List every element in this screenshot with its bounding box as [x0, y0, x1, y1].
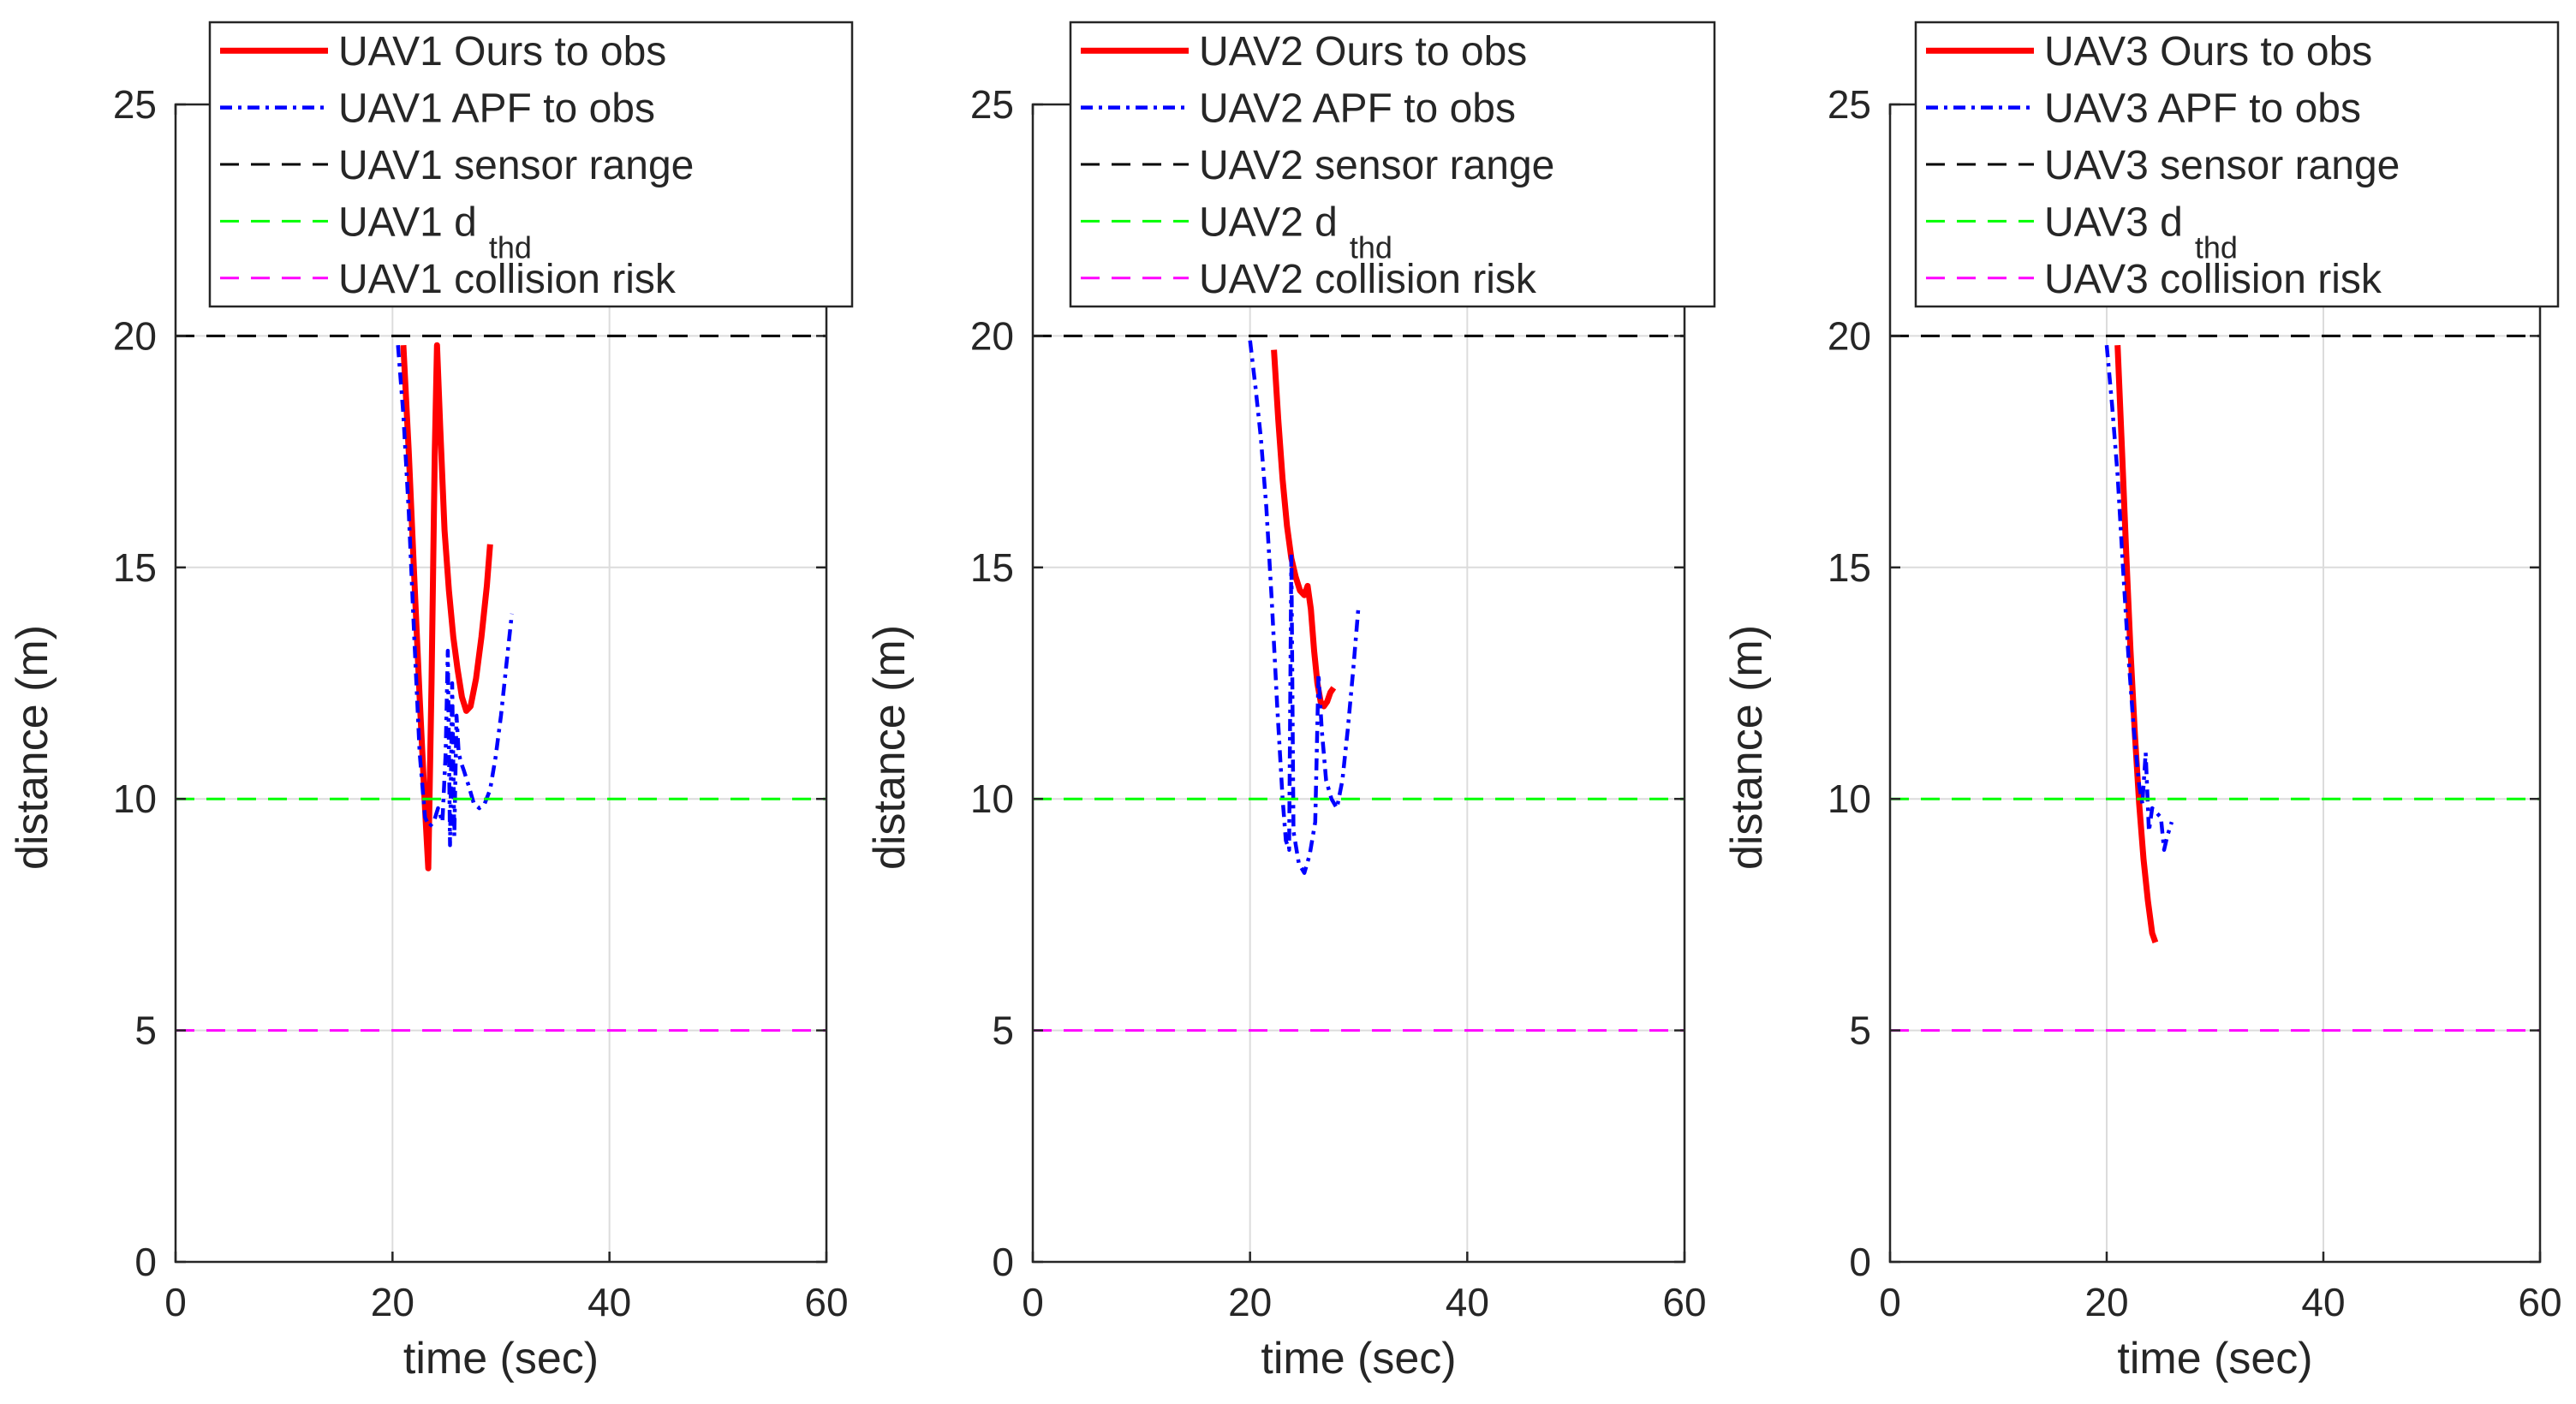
series-line-1: [400, 342, 493, 872]
legend-entry-3: UAV1 sensor range: [338, 143, 694, 188]
series-line-2: [2104, 344, 2174, 852]
x-tick-label: 60: [804, 1280, 848, 1324]
x-tick-label: 40: [587, 1280, 631, 1324]
x-tick-label: 20: [1228, 1280, 1272, 1324]
series-line-2: [396, 345, 514, 848]
y-tick-label: 15: [1828, 545, 1871, 590]
x-axis-label: time (sec): [1261, 1334, 1456, 1383]
y-tick-label: 20: [113, 313, 157, 358]
y-tick-label: 10: [970, 776, 1014, 821]
y-tick-label: 0: [992, 1240, 1014, 1284]
y-axis-label: distance (m): [1722, 625, 1772, 870]
x-tick-label: 20: [2084, 1280, 2128, 1324]
x-tick-label: 0: [1022, 1280, 1044, 1324]
y-tick-label: 0: [134, 1240, 157, 1284]
y-tick-label: 25: [1828, 82, 1871, 127]
chart-panel-2: 0 20 40 60 0 5 10 15 20 25 time (sec) distance (m) U…: [865, 21, 1716, 1383]
legend-entry-5: UAV3 collision risk: [2044, 257, 2382, 302]
y-tick-label: 10: [1828, 776, 1871, 821]
legend-entry-5: UAV1 collision risk: [338, 257, 677, 302]
chart-panel-1: 0 20 40 60 0 5 10 15 20 25 time (sec) distance (m) U…: [8, 21, 854, 1383]
x-tick-label: 60: [2518, 1280, 2561, 1324]
y-tick-label: 20: [1828, 313, 1871, 358]
y-tick-label: 5: [992, 1008, 1014, 1053]
y-axis-label: distance (m): [8, 625, 57, 870]
legend-entry-2: UAV2 APF to obs: [1199, 86, 1516, 132]
x-tick-label: 0: [164, 1280, 187, 1324]
legend-entry-1: UAV1 Ours to obs: [338, 29, 666, 74]
x-tick-label: 20: [371, 1280, 414, 1324]
legend: UAV1 Ours to obs UAV1 APF to obs UAV1 sens…: [208, 21, 854, 308]
y-tick-label: 20: [970, 313, 1014, 358]
legend: UAV2 Ours to obs UAV2 APF to obs UAV2 sens…: [1069, 21, 1716, 308]
y-axis-label: distance (m): [865, 625, 915, 870]
legend-entry-5: UAV2 collision risk: [1199, 257, 1537, 302]
series-line-1: [2114, 345, 2159, 943]
x-tick-label: 40: [2301, 1280, 2345, 1324]
legend-entry-3: UAV2 sensor range: [1199, 143, 1554, 188]
legend-entry-1: UAV2 Ours to obs: [1199, 29, 1527, 74]
legend: UAV3 Ours to obs UAV3 APF to obs UAV3 sens…: [1914, 21, 2560, 308]
x-axis-label: time (sec): [2117, 1334, 2312, 1383]
series-line-2: [1248, 340, 1361, 875]
series-line-1: [1271, 349, 1337, 710]
y-tick-label: 10: [113, 776, 157, 821]
y-tick-label: 5: [134, 1008, 157, 1053]
y-tick-label: 15: [970, 545, 1014, 590]
chart-panel-3: 0 20 40 60 0 5 10 15 20 25 time (sec) distance (m) U…: [1722, 21, 2562, 1383]
y-tick-label: 5: [1849, 1008, 1871, 1053]
legend-entry-3: UAV3 sensor range: [2044, 143, 2400, 188]
legend-entry-2: UAV1 APF to obs: [338, 86, 655, 132]
x-tick-label: 60: [1662, 1280, 1706, 1324]
x-tick-label: 0: [1879, 1280, 1901, 1324]
y-tick-label: 15: [113, 545, 157, 590]
x-axis-label: time (sec): [403, 1334, 599, 1383]
y-tick-label: 25: [970, 82, 1014, 127]
x-tick-label: 40: [1446, 1280, 1489, 1324]
y-tick-label: 25: [113, 82, 157, 127]
y-tick-label: 0: [1849, 1240, 1871, 1284]
legend-entry-2: UAV3 APF to obs: [2044, 86, 2361, 132]
legend-entry-1: UAV3 Ours to obs: [2044, 29, 2372, 74]
